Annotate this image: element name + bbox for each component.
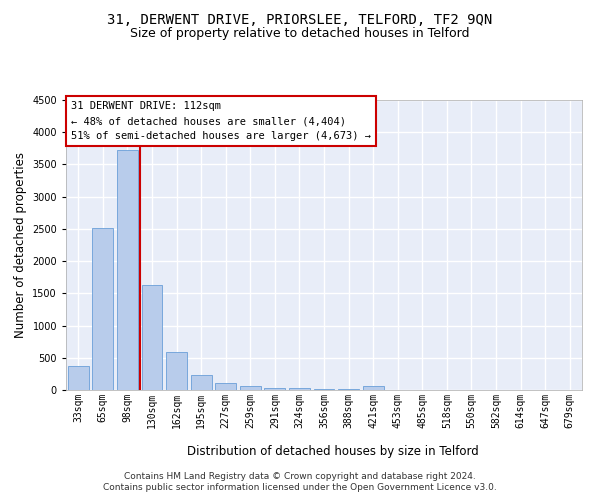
Bar — [289, 388, 310, 390]
Bar — [314, 388, 334, 390]
Y-axis label: Number of detached properties: Number of detached properties — [14, 152, 26, 338]
Bar — [191, 375, 212, 390]
Bar — [362, 386, 383, 390]
Text: Contains HM Land Registry data © Crown copyright and database right 2024.: Contains HM Land Registry data © Crown c… — [124, 472, 476, 481]
Bar — [117, 150, 138, 390]
Text: Distribution of detached houses by size in Telford: Distribution of detached houses by size … — [187, 444, 479, 458]
Bar — [142, 285, 163, 390]
Bar — [92, 228, 113, 390]
Bar — [265, 388, 286, 390]
Bar — [215, 383, 236, 390]
Text: 31 DERWENT DRIVE: 112sqm
← 48% of detached houses are smaller (4,404)
51% of sem: 31 DERWENT DRIVE: 112sqm ← 48% of detach… — [71, 102, 371, 141]
Bar — [166, 352, 187, 390]
Text: 31, DERWENT DRIVE, PRIORSLEE, TELFORD, TF2 9QN: 31, DERWENT DRIVE, PRIORSLEE, TELFORD, T… — [107, 12, 493, 26]
Bar — [68, 366, 89, 390]
Text: Contains public sector information licensed under the Open Government Licence v3: Contains public sector information licen… — [103, 484, 497, 492]
Text: Size of property relative to detached houses in Telford: Size of property relative to detached ho… — [130, 28, 470, 40]
Bar — [240, 386, 261, 390]
